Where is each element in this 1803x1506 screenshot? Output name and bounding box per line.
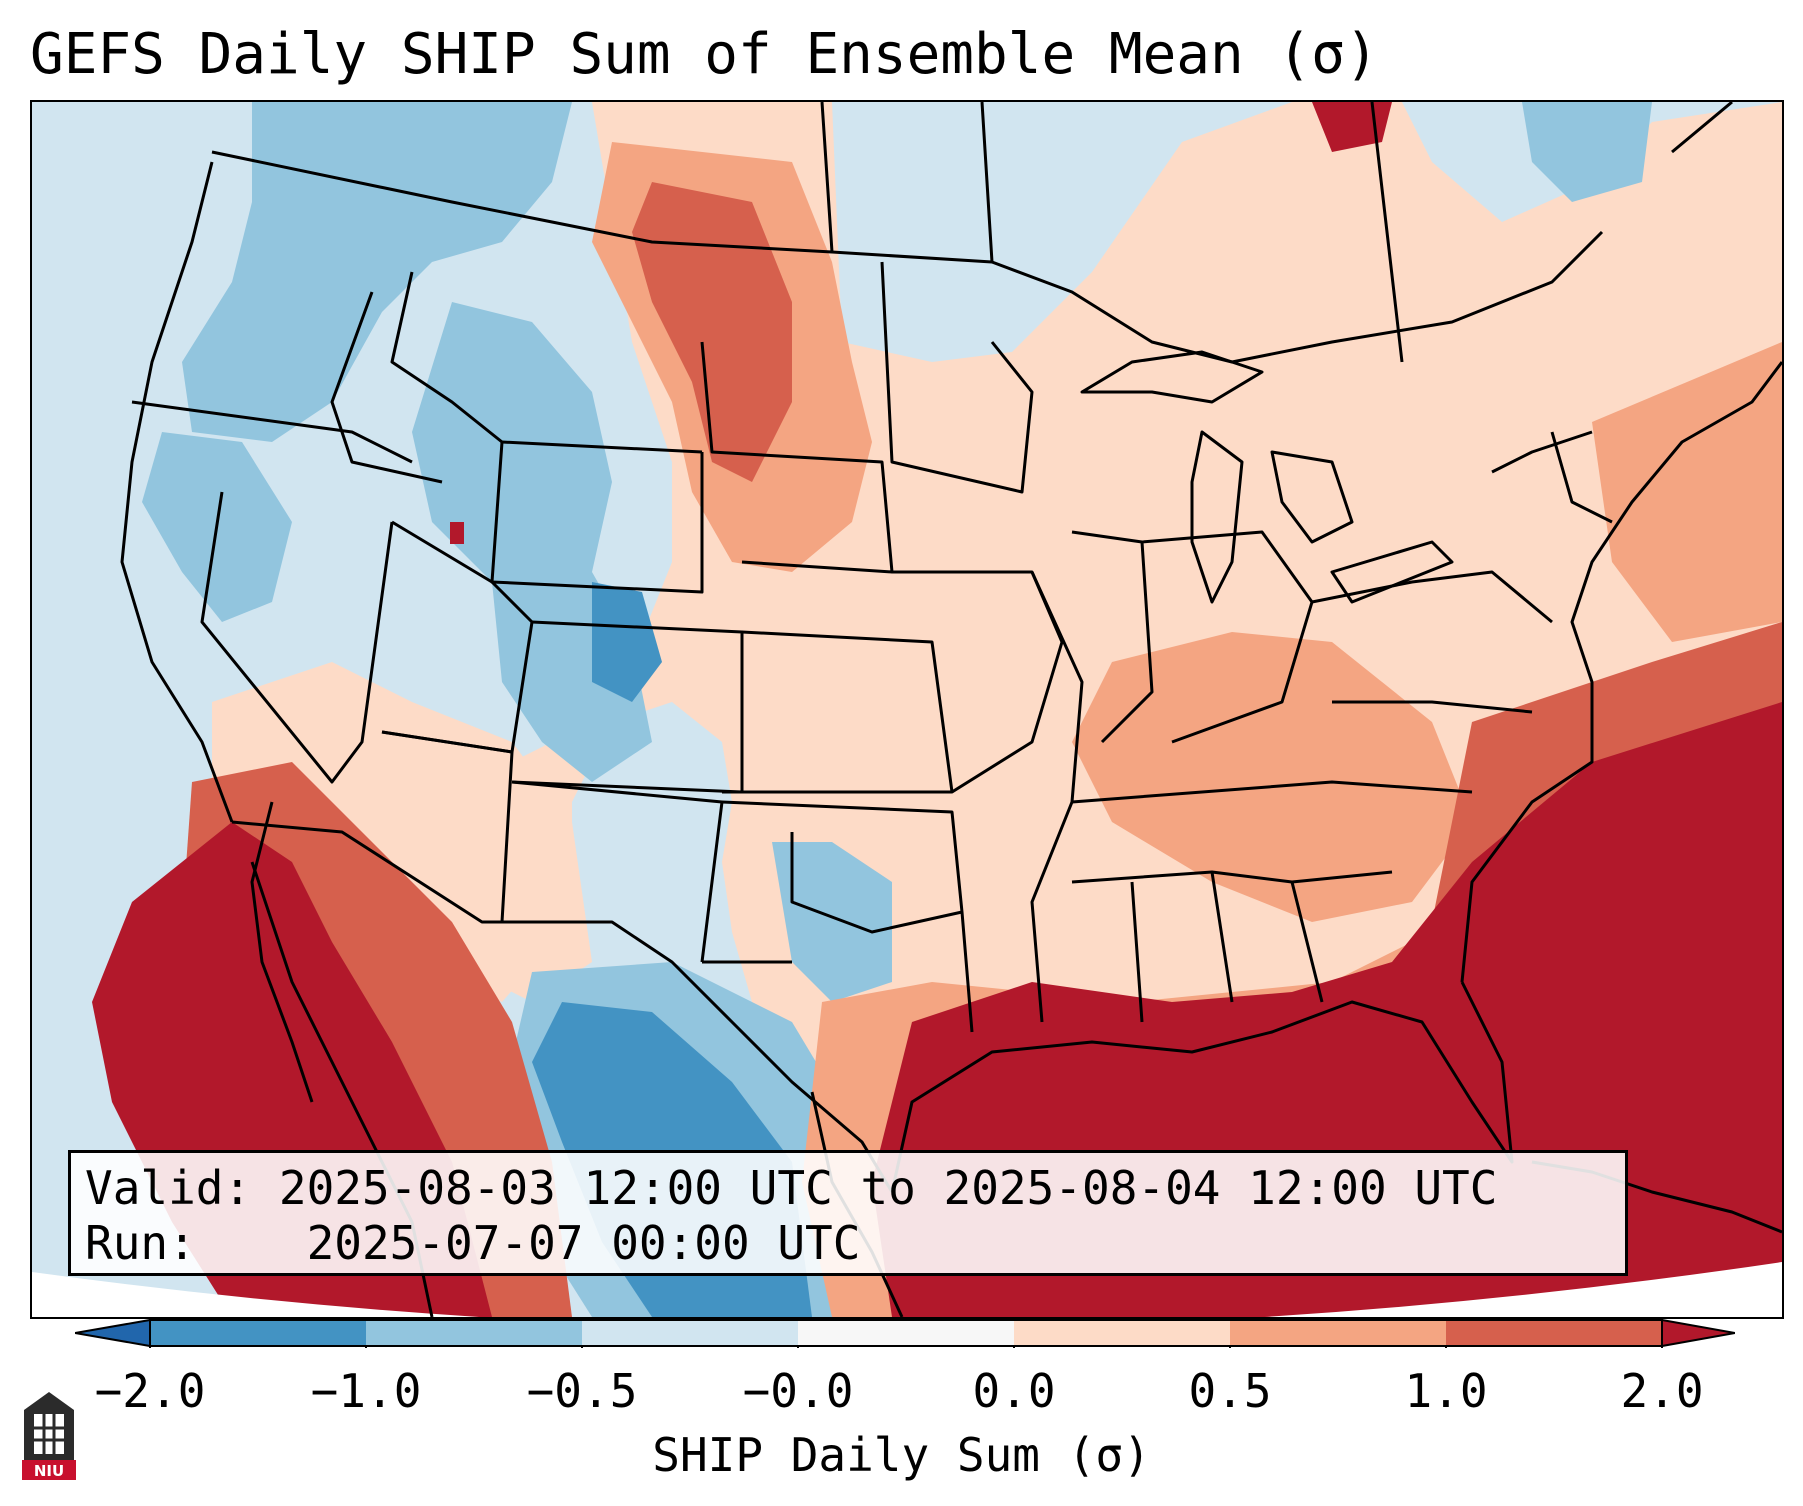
state-line-minnesota: [880, 261, 1034, 494]
region-positive-ohio-valley: [1072, 632, 1472, 922]
west-coast: [120, 161, 234, 823]
colorbar-title: SHIP Daily Sum (σ): [652, 1428, 1151, 1482]
run-value: 2025-07-07 00:00 UTC: [306, 1216, 861, 1270]
niu-logo-text: NIU: [34, 1462, 64, 1480]
colorbar-extend-high: [1661, 1318, 1735, 1348]
colorbar-tick-label: −0.5: [526, 1364, 638, 1418]
state-line-wyoming: [490, 441, 704, 594]
east-coast: [1460, 361, 1782, 983]
valid-value: 2025-08-03 12:00 UTC to 2025-08-04 12:00…: [278, 1161, 1498, 1215]
state-line-new-england: [1491, 430, 1613, 524]
colorbar-tick-label: −1.0: [310, 1364, 422, 1418]
colorbar-tick-label: 0.0: [972, 1364, 1056, 1418]
colorbar-segment-weak-negative: [582, 1320, 798, 1346]
great-lakes-erie: [1330, 540, 1454, 604]
state-line-plains-1: [700, 341, 894, 574]
baja-peninsula: [250, 801, 314, 1103]
colorbar: [75, 1318, 1735, 1348]
us-canada-border: [211, 150, 1604, 364]
region-negative-texas: [772, 842, 892, 1002]
run-label: Run:: [85, 1216, 196, 1270]
state-line-oklahoma: [721, 800, 964, 934]
canada-province-line: [820, 102, 1733, 363]
great-lakes-superior: [1080, 350, 1264, 404]
state-line-idaho: [390, 271, 503, 444]
map-panel[interactable]: [30, 100, 1784, 1319]
great-lakes-michigan: [1190, 430, 1244, 604]
valid-run-info-box: Valid: 2025-08-03 12:00 UTC to 2025-08-0…: [68, 1150, 1628, 1276]
colorbar-tick-label: 1.0: [1404, 1364, 1488, 1418]
colorbar-segment-weak-positive: [1014, 1320, 1230, 1346]
gulf-coast: [890, 981, 1514, 1193]
colorbar-segment-strong-negative: [150, 1320, 366, 1346]
region-weak-positive-southwest: [212, 662, 592, 1002]
state-line-appalachia: [1311, 570, 1553, 714]
colorbar-segment-negative: [366, 1320, 582, 1346]
region-extreme-positive-utah-cell: [450, 522, 464, 544]
state-line-nw-1: [131, 400, 413, 464]
valid-label: Valid:: [85, 1161, 252, 1215]
state-line-montana-wyoming: [501, 440, 703, 454]
state-line-nw-2: [330, 291, 443, 484]
niu-logo-icon: NIU: [22, 1392, 76, 1480]
colorbar-tick-label: −2.0: [94, 1364, 206, 1418]
ship-anomaly-map: [32, 102, 1782, 1317]
state-line-kentucky-tennessee: [1071, 780, 1473, 804]
colorbar-tick-label: 2.0: [1620, 1364, 1704, 1418]
state-line-colorado: [511, 620, 744, 794]
colorbar-tick-label: −0.0: [742, 1364, 854, 1418]
colorbar-segment-strong-positive: [1446, 1320, 1662, 1346]
region-positive-northeast: [1592, 342, 1782, 642]
map-title: GEFS Daily SHIP Sum of Ensemble Mean (σ): [30, 22, 1379, 87]
state-line-nevada: [200, 491, 394, 784]
state-line-iowa-missouri: [892, 570, 1064, 794]
state-line-texas: [702, 911, 974, 1033]
region-strong-positive-dakotas: [632, 182, 792, 482]
state-line-south-states: [1071, 870, 1393, 1023]
great-lakes-huron: [1270, 450, 1354, 544]
colorbar-outline: [149, 1319, 1663, 1347]
region-negative-northwest: [182, 102, 572, 442]
region-negative-ontario: [1522, 102, 1652, 202]
us-mexico-border: [231, 820, 894, 1193]
colorbar-segment-positive: [1230, 1320, 1446, 1346]
region-strong-negative-colorado: [592, 582, 662, 702]
state-line-illinois-indiana: [1071, 530, 1154, 744]
colorbar-tick-label: 0.5: [1188, 1364, 1272, 1418]
state-line-plains-2: [722, 630, 954, 794]
projection-edge: [32, 1262, 1782, 1317]
colorbar-extend-low: [75, 1318, 151, 1348]
colorbar-segment-neutral: [798, 1320, 1014, 1346]
